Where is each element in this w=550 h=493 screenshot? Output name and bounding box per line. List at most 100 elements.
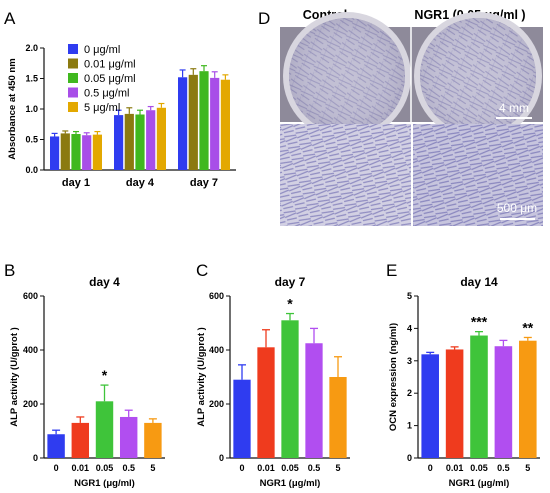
y-tick-label: 2 <box>407 388 412 398</box>
bar <box>92 134 102 170</box>
x-tick-label: 0.05 <box>281 463 299 473</box>
x-tick-label: 5 <box>525 463 530 473</box>
x-tick-label: 0.5 <box>308 463 321 473</box>
x-tick-label: 0 <box>54 463 59 473</box>
bar <box>119 416 138 458</box>
bar <box>305 343 323 458</box>
y-tick-label: 0 <box>33 453 38 463</box>
x-tick-label: 0.01 <box>72 463 90 473</box>
x-axis-label: NGR1 (μg/ml) <box>449 478 510 489</box>
chart-title: day 4 <box>89 275 120 289</box>
bar <box>199 71 209 170</box>
y-tick-label: 600 <box>209 291 224 301</box>
significance-marker: ** <box>522 319 533 335</box>
legend-label: 0.5 μg/ml <box>84 88 129 100</box>
x-tick-label: 0.5 <box>122 463 135 473</box>
x-tick-label: 5 <box>335 463 340 473</box>
y-tick-label: 400 <box>23 345 38 355</box>
panel-label-a: A <box>4 9 16 28</box>
panel-label-b: B <box>4 261 15 280</box>
bar <box>124 113 134 170</box>
chart-e: day 14 0 1 2 3 4 5 OCN expression (ng/ml) 0 0.01 *… <box>388 275 540 489</box>
bar <box>50 136 60 170</box>
legend-swatch <box>68 73 78 83</box>
x-tick-label: 0.05 <box>470 463 488 473</box>
x-tick-label: 0.05 <box>96 463 114 473</box>
legend-label: 0 μg/ml <box>84 44 120 56</box>
x-tick-label: 0.5 <box>497 463 510 473</box>
chart-title: day 14 <box>460 275 498 289</box>
micrograph-ngr1-tint <box>413 124 543 226</box>
y-tick-label: 400 <box>209 345 224 355</box>
chart-title: day 7 <box>275 275 306 289</box>
scale-label-bottom: 500 μm <box>497 201 537 215</box>
bar <box>494 346 513 458</box>
y-tick-label: 0.5 <box>25 135 38 145</box>
y-tick-label: 0 <box>219 453 224 463</box>
bar <box>257 347 275 458</box>
legend-label: 0.05 μg/ml <box>84 73 136 85</box>
x-axis-label: NGR1 (μg/ml) <box>74 478 135 489</box>
y-axis-label: OCN expression (ng/ml) <box>388 323 399 431</box>
bar <box>135 114 145 170</box>
bar <box>146 110 156 170</box>
bar <box>445 349 464 458</box>
micrograph-control <box>280 124 411 226</box>
well-cells-control <box>289 18 405 134</box>
y-tick-label: 1.5 <box>25 74 38 84</box>
y-tick-label: 1.0 <box>25 104 38 114</box>
bar <box>519 340 537 458</box>
significance-marker: * <box>287 296 293 312</box>
x-tick-label: 0.01 <box>257 463 275 473</box>
bar <box>71 422 90 458</box>
y-tick-label: 0 <box>407 453 412 463</box>
legend-swatch <box>68 58 78 69</box>
x-tick-label: day 4 <box>126 177 155 189</box>
x-tick-label: 0 <box>239 463 244 473</box>
y-axis-label: ALP activity (U/gprot ) <box>196 327 207 427</box>
significance-marker: * <box>102 367 108 383</box>
x-tick-label: 5 <box>150 463 155 473</box>
panel-label-d: D <box>258 9 270 28</box>
bar <box>233 379 251 458</box>
bar <box>178 77 188 170</box>
y-tick-label: 0.0 <box>25 165 38 175</box>
bar <box>156 107 166 170</box>
bar <box>188 74 198 170</box>
micrograph-panel: Control NGR1 (0.05 μg/ml ) 4 mm 500 μm <box>280 8 543 226</box>
y-tick-label: 1 <box>407 421 412 431</box>
bar <box>47 434 65 458</box>
y-axis-label: Absorbance at 450 nm <box>7 58 18 159</box>
chart-b: day 4 0 200 400 600 ALP activity (U/gprot ) 0 0… <box>9 275 165 489</box>
bar <box>210 77 220 170</box>
bar <box>144 422 162 458</box>
y-tick-label: 2.0 <box>25 43 38 53</box>
x-tick-label: 0.01 <box>446 463 464 473</box>
x-axis-label: NGR1 (μg/ml) <box>260 478 321 489</box>
chart-a: 0.0 0.5 1.0 1.5 2.0 Absorbance at 450 nm day 1… <box>7 43 236 189</box>
bar <box>329 377 347 458</box>
well-cells-ngr1 <box>420 18 536 134</box>
panel-label-c: C <box>196 261 208 280</box>
bar <box>71 134 81 170</box>
panel-label-e: E <box>386 261 397 280</box>
scale-label-top: 4 mm <box>499 101 529 115</box>
y-tick-label: 3 <box>407 356 412 366</box>
legend-swatch <box>68 87 78 98</box>
significance-marker: *** <box>471 314 488 330</box>
y-axis-label: ALP activity (U/gprot ) <box>9 327 20 427</box>
bar <box>60 133 70 170</box>
y-tick-label: 4 <box>407 323 412 333</box>
y-tick-label: 200 <box>23 399 38 409</box>
bar <box>95 401 114 458</box>
bar <box>421 354 439 458</box>
x-tick-label: 0 <box>428 463 433 473</box>
micrograph-ngr1 <box>413 124 543 226</box>
bar <box>220 79 230 170</box>
legend-label: 0.01 μg/ml <box>84 59 136 71</box>
legend-swatch <box>68 102 78 112</box>
y-tick-label: 200 <box>209 399 224 409</box>
bar <box>281 320 299 458</box>
bar <box>82 135 92 170</box>
